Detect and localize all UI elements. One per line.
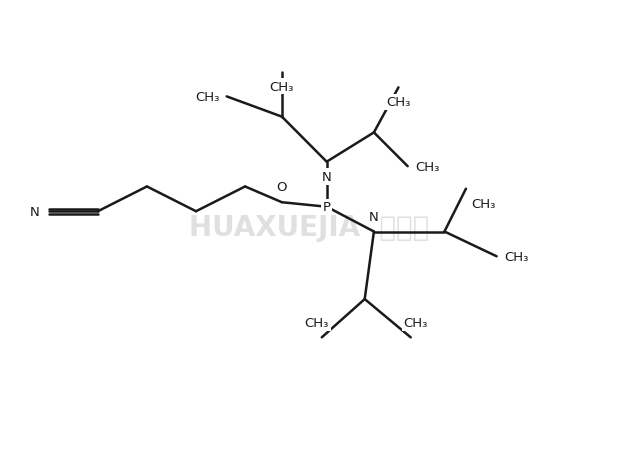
Text: CH₃: CH₃ [504,250,529,263]
Text: CH₃: CH₃ [386,96,410,109]
Text: CH₃: CH₃ [471,197,495,210]
Text: N: N [369,211,379,224]
Text: N: N [30,205,40,218]
Text: O: O [277,181,287,194]
Text: HUAXUEJIA  化学加: HUAXUEJIA 化学加 [189,213,430,242]
Text: CH₃: CH₃ [270,81,294,93]
Text: CH₃: CH₃ [415,160,439,173]
Text: CH₃: CH₃ [305,317,329,329]
Text: CH₃: CH₃ [404,317,428,329]
Text: P: P [322,201,331,214]
Text: CH₃: CH₃ [195,91,219,104]
Text: N: N [322,171,332,183]
